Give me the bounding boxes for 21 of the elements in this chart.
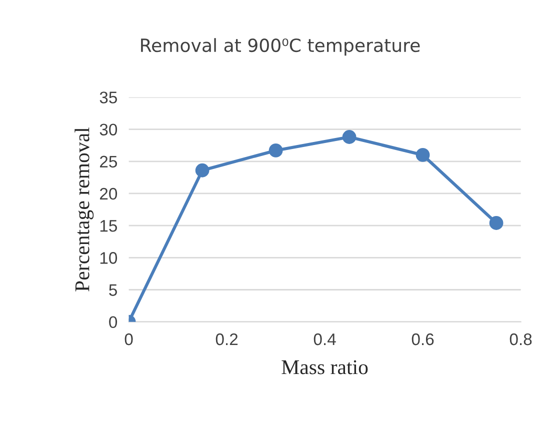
y-tick-label: 20	[100, 188, 118, 200]
point	[416, 148, 430, 162]
chart-title: Removal at 900⁰C temperature	[141, 38, 420, 56]
x-tick-label: 0	[124, 333, 133, 346]
x-tick-label: 0.8	[510, 333, 532, 346]
x-tick-label: 0.6	[412, 333, 434, 346]
y-tick-label: 10	[100, 252, 118, 264]
y-tick-label: 15	[100, 220, 117, 232]
y-axis-title: Percentage removal	[74, 128, 94, 292]
y-tick-label: 35	[100, 92, 117, 104]
x-tick-label: 0.4	[314, 333, 336, 346]
y-tick-label: 30	[100, 124, 118, 136]
x-axis-title: Mass ratio	[282, 360, 368, 374]
point	[342, 130, 356, 144]
y-tick-label: 5	[109, 284, 117, 296]
point	[195, 163, 210, 178]
y-tick-label: 25	[100, 156, 117, 168]
y-tick-label: 0	[109, 316, 118, 328]
x-tick-label: 0.2	[216, 333, 238, 346]
point	[268, 144, 283, 158]
point	[489, 216, 504, 230]
